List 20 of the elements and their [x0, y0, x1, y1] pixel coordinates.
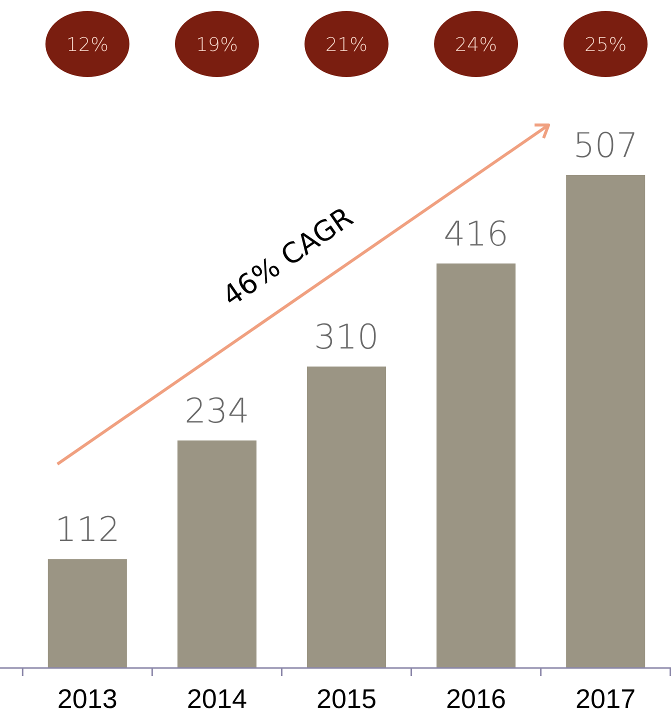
data-label: 416 — [444, 214, 508, 254]
data-label: 234 — [184, 391, 250, 432]
x-tick-label: 2015 — [316, 684, 377, 714]
data-label: 310 — [314, 318, 379, 358]
bar — [177, 440, 256, 668]
bar — [436, 263, 516, 668]
text: 21% — [325, 34, 368, 56]
bar — [48, 559, 127, 668]
data-label: 507 — [573, 126, 638, 166]
data-label: 112 — [54, 510, 120, 550]
x-tick-label: 2017 — [576, 684, 636, 714]
x-tick-label: 2014 — [186, 684, 247, 714]
bar — [306, 366, 386, 668]
text: 25% — [584, 34, 627, 56]
text: 19% — [196, 34, 238, 56]
x-tick-label: 2013 — [57, 684, 118, 714]
text: 24% — [454, 34, 498, 56]
text: 12% — [66, 34, 109, 56]
x-tick-label: 2016 — [446, 684, 506, 714]
bar — [566, 175, 646, 668]
